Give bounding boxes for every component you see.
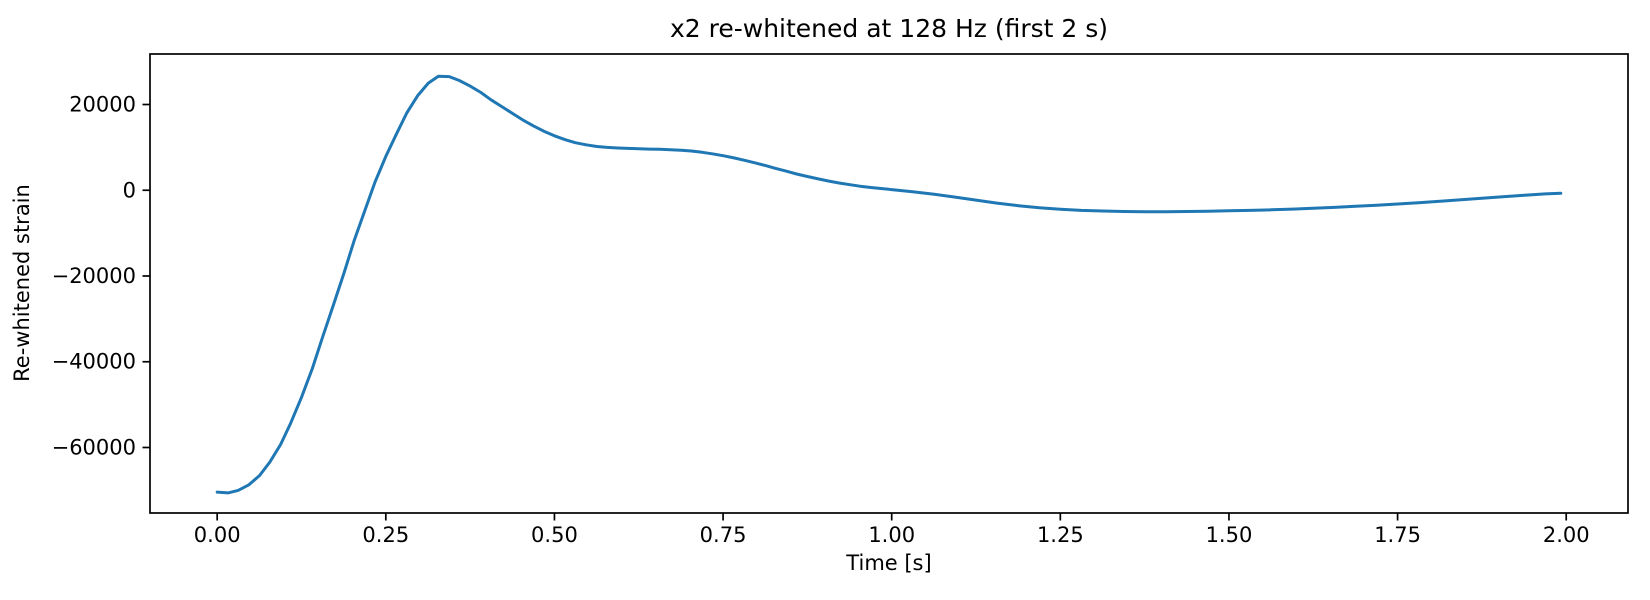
plot-area [149, 53, 1629, 514]
x-tick-label: 0.75 [700, 523, 747, 547]
x-tick-label: 1.50 [1206, 523, 1253, 547]
x-tick-label: 1.25 [1037, 523, 1084, 547]
x-tick-label: 0.25 [362, 523, 409, 547]
y-tick-label: −60000 [52, 435, 136, 459]
x-tick-label: 1.75 [1374, 523, 1421, 547]
y-axis-label: Re-whitened strain [10, 184, 34, 382]
x-tick-label: 1.00 [868, 523, 915, 547]
chart-title: x2 re-whitened at 128 Hz (first 2 s) [669, 14, 1109, 43]
y-tick-label: −40000 [52, 350, 136, 374]
x-axis-label: Time [s] [846, 551, 932, 575]
x-tick-label: 0.50 [531, 523, 578, 547]
data-line [215, 74, 1563, 495]
y-tick-label: 20000 [69, 93, 136, 117]
y-tick-label: −20000 [52, 264, 136, 288]
x-tick-label: 0.00 [194, 523, 241, 547]
x-tick-label: 2.00 [1543, 523, 1590, 547]
y-tick-label: 0 [123, 178, 136, 202]
